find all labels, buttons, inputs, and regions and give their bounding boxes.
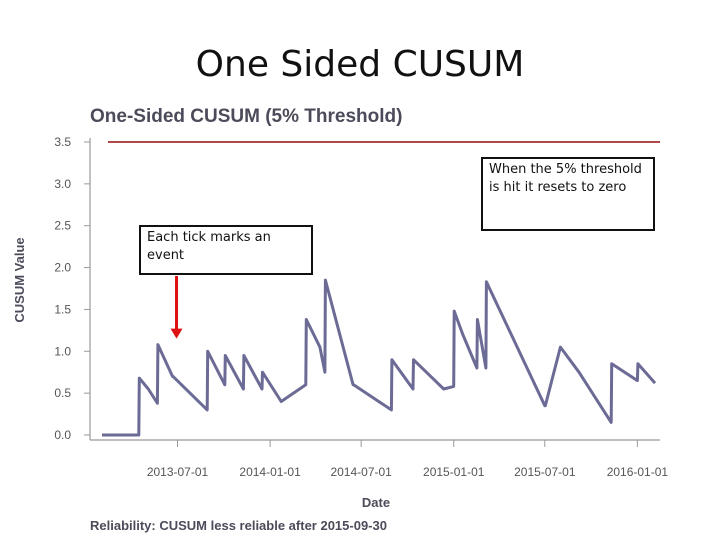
tick-annotation-box: Each tick marks an event <box>139 225 313 275</box>
y-tick-label: 3.0 <box>54 177 71 191</box>
chart-title: One-Sided CUSUM (5% Threshold) <box>90 106 403 127</box>
y-tick-label: 0.0 <box>54 428 71 442</box>
x-tick-label: 2014-01-01 <box>239 465 301 479</box>
y-tick-label: 2.0 <box>54 261 71 275</box>
x-tick-label: 2014-07-01 <box>330 465 392 479</box>
tick-annotation-text: Each tick marks an event <box>147 230 271 263</box>
x-tick-label: 2016-01-01 <box>607 465 669 479</box>
x-axis-label: Date <box>362 495 390 510</box>
arrow-head <box>170 328 183 339</box>
slide-title: One Sided CUSUM <box>195 44 525 85</box>
y-tick-label: 0.5 <box>54 386 71 400</box>
x-tick-label: 2015-07-01 <box>514 465 576 479</box>
y-axis-label: CUSUM Value <box>12 237 27 322</box>
y-tick-label: 3.5 <box>54 135 71 149</box>
y-tick-label: 1.5 <box>54 302 71 316</box>
reset-annotation-text: When the 5% threshold is hit it resets t… <box>489 162 642 195</box>
y-tick-labels: 0.0 0.5 1.0 1.5 2.0 2.5 3.0 3.5 <box>54 135 90 442</box>
cusum-series-line <box>102 278 657 437</box>
reset-annotation-box: When the 5% threshold is hit it resets t… <box>481 157 655 231</box>
y-tick-label: 2.5 <box>54 219 71 233</box>
x-tick-label: 2013-07-01 <box>147 465 209 479</box>
x-tick-label: 2015-01-01 <box>423 465 485 479</box>
x-tick-labels: 2013-07-01 2014-01-01 2014-07-01 2015-01-01… <box>147 440 669 479</box>
reliability-note: Reliability: CUSUM less reliable after 2… <box>90 518 387 533</box>
y-tick-label: 1.0 <box>54 344 71 358</box>
